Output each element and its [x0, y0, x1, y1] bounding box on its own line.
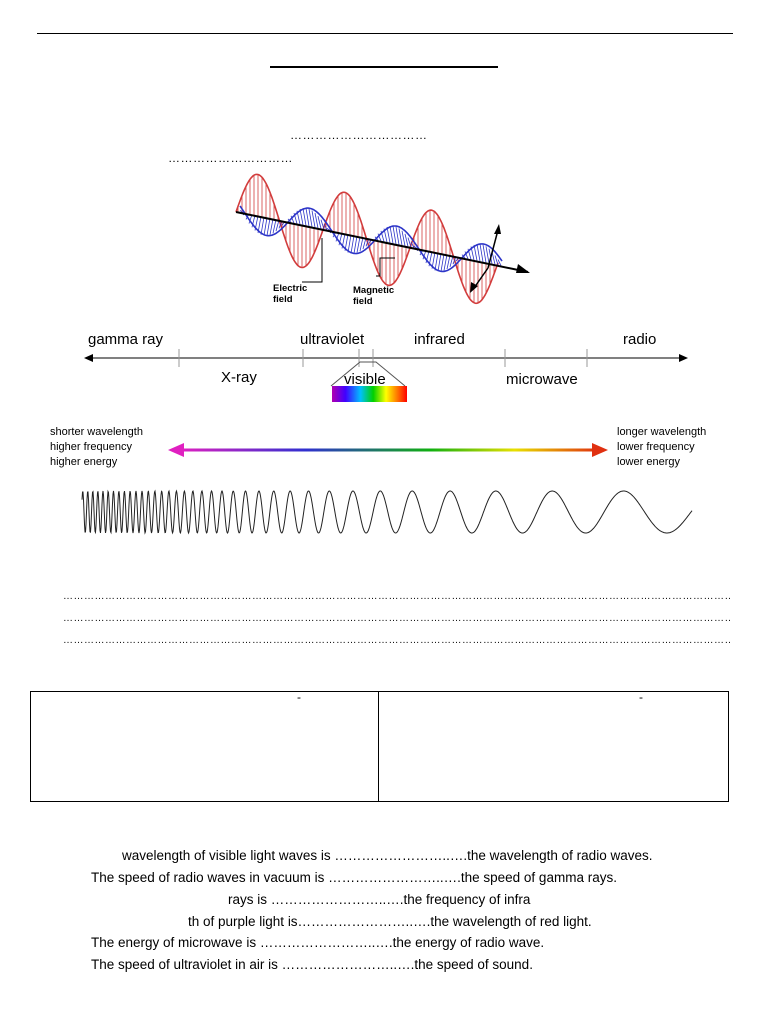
magnetic-field-wave [239, 205, 503, 273]
left-arrow-icon [84, 354, 93, 362]
question-2: The speed of radio waves in vacuum is ……… [91, 870, 617, 885]
magnetic-hatch-line [314, 212, 319, 229]
magnetic-hatch-line [407, 237, 412, 248]
label-visible: visible [344, 371, 386, 388]
magnetic-hatch-line [272, 219, 277, 234]
label-x-ray: X-ray [221, 369, 257, 386]
label-infrared: infrared [414, 331, 465, 348]
magnetic-hatch-line [494, 255, 499, 266]
header-blank-2: ………………………… [168, 151, 293, 165]
magnetic-hatch-line [440, 253, 445, 272]
vertical-axis [487, 229, 499, 269]
table-left-mark: - [297, 690, 301, 704]
magnetic-hatch-line [497, 259, 502, 266]
magnetic-hatch-line [275, 219, 280, 232]
magnetic-field-label: Magnetic field [353, 285, 395, 307]
question-1: wavelength of visible light waves is ………… [122, 848, 653, 863]
question-5: The energy of microwave is ……………………..….t… [91, 935, 545, 950]
magnetic-hatch-line [290, 215, 295, 224]
magnetic-pointer [376, 257, 395, 277]
magnetic-hatch-line [326, 227, 331, 231]
magnetic-hatch-line [389, 226, 394, 244]
magnetic-hatch-line [347, 234, 352, 253]
vertical-axis-arrow-icon [494, 224, 501, 234]
magnetic-hatch-line [482, 244, 487, 263]
magnetic-hatch-line [308, 208, 313, 227]
chirp-wave-path [81, 489, 693, 535]
depth-axis [473, 267, 489, 289]
gradient-right-arrow-icon [592, 443, 608, 457]
title-underline [270, 66, 498, 68]
magnetic-hatch-line [410, 241, 415, 248]
em-wave-diagram [235, 173, 530, 305]
magnetic-hatch-line [449, 255, 454, 268]
answer-line-3: …………………………………………………………………………………………………………… [63, 635, 731, 646]
header-blank-1: …………………………… [290, 128, 428, 142]
propagation-arrow-icon [516, 264, 530, 273]
magnetic-hatch-line [392, 226, 397, 245]
question-6: The speed of ultraviolet in air is ……………… [91, 957, 533, 972]
magnetic-hatch-line [239, 210, 244, 213]
magnetic-hatch-line [386, 226, 391, 243]
magnetic-hatch-line [395, 226, 400, 245]
magnetic-hatch-line [476, 243, 481, 262]
question-3: rays is ……………………..….the frequency of inf… [228, 892, 531, 907]
magnetic-hatch-line [356, 236, 361, 253]
magnetic-hatch-line [359, 237, 364, 252]
magnetic-hatch-line [398, 228, 403, 246]
chirp-wave [81, 489, 693, 535]
magnetic-hatch-line [299, 209, 304, 225]
magnetic-hatch-line [302, 208, 307, 226]
magnetic-hatch-line [263, 217, 268, 236]
magnetic-hatch-line [311, 210, 316, 228]
magnetic-hatch-line [446, 255, 451, 270]
magnetic-hatch-line [350, 235, 355, 254]
magnetic-hatch-line [473, 244, 478, 261]
right-arrow-icon [679, 354, 688, 362]
magnetic-hatch-line [377, 233, 382, 242]
magnetic-hatch-line [464, 251, 469, 259]
magnetic-hatch-line [260, 216, 265, 235]
magnetic-hatch-line [353, 235, 358, 254]
magnetic-hatch-line [362, 237, 367, 250]
long-wavelength-text: longer wavelength lower frequency lower … [617, 426, 707, 468]
short-wavelength-text: shorter wavelength higher frequency high… [50, 426, 143, 468]
table-right-mark: - [639, 690, 643, 704]
visible-rainbow-bar [332, 386, 407, 402]
magnetic-hatch-line [305, 208, 310, 227]
magnetic-hatch-line [434, 252, 439, 271]
magnetic-hatch-line [320, 219, 325, 230]
table-divider [378, 692, 379, 801]
question-4: th of purple light is……………………..….the wav… [188, 914, 592, 929]
gradient-left-arrow-icon [168, 443, 184, 457]
magnetic-hatch-line [437, 253, 442, 272]
visible-callout [330, 361, 407, 402]
electric-pointer [302, 238, 323, 283]
spectrum-axis [84, 349, 688, 367]
answer-line-1: …………………………………………………………………………………………………………… [63, 591, 731, 602]
label-gamma-ray: gamma ray [88, 331, 164, 348]
magnetic-hatch-line [401, 230, 406, 246]
gradient-arrow [168, 443, 608, 457]
answer-table [30, 691, 729, 802]
magnetic-hatch-line [479, 243, 484, 262]
magnetic-field-hatching [239, 208, 502, 272]
label-ultraviolet: ultraviolet [300, 331, 365, 348]
magnetic-hatch-line [491, 251, 496, 265]
magnetic-hatch-line [404, 233, 409, 247]
label-microwave: microwave [506, 371, 578, 388]
electric-field-label: Electric field [273, 283, 308, 305]
label-radio: radio [623, 331, 657, 348]
magnetic-hatch-line [485, 246, 490, 264]
magnetic-hatch-line [323, 223, 328, 231]
magnetic-hatch-line [317, 216, 322, 229]
magnetic-hatch-line [413, 245, 418, 249]
magnetic-hatch-line [269, 218, 274, 235]
answer-line-2: …………………………………………………………………………………………………………… [63, 613, 731, 624]
magnetic-hatch-line [443, 254, 448, 271]
header-rule [37, 33, 733, 34]
magnetic-hatch-line [266, 218, 271, 236]
propagation-axis [235, 211, 529, 273]
depth-axis-arrow-icon [470, 282, 478, 293]
